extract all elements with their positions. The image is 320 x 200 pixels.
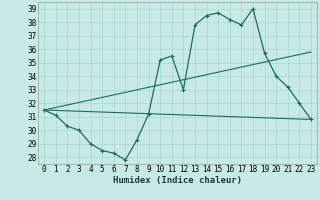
X-axis label: Humidex (Indice chaleur): Humidex (Indice chaleur): [113, 176, 242, 185]
